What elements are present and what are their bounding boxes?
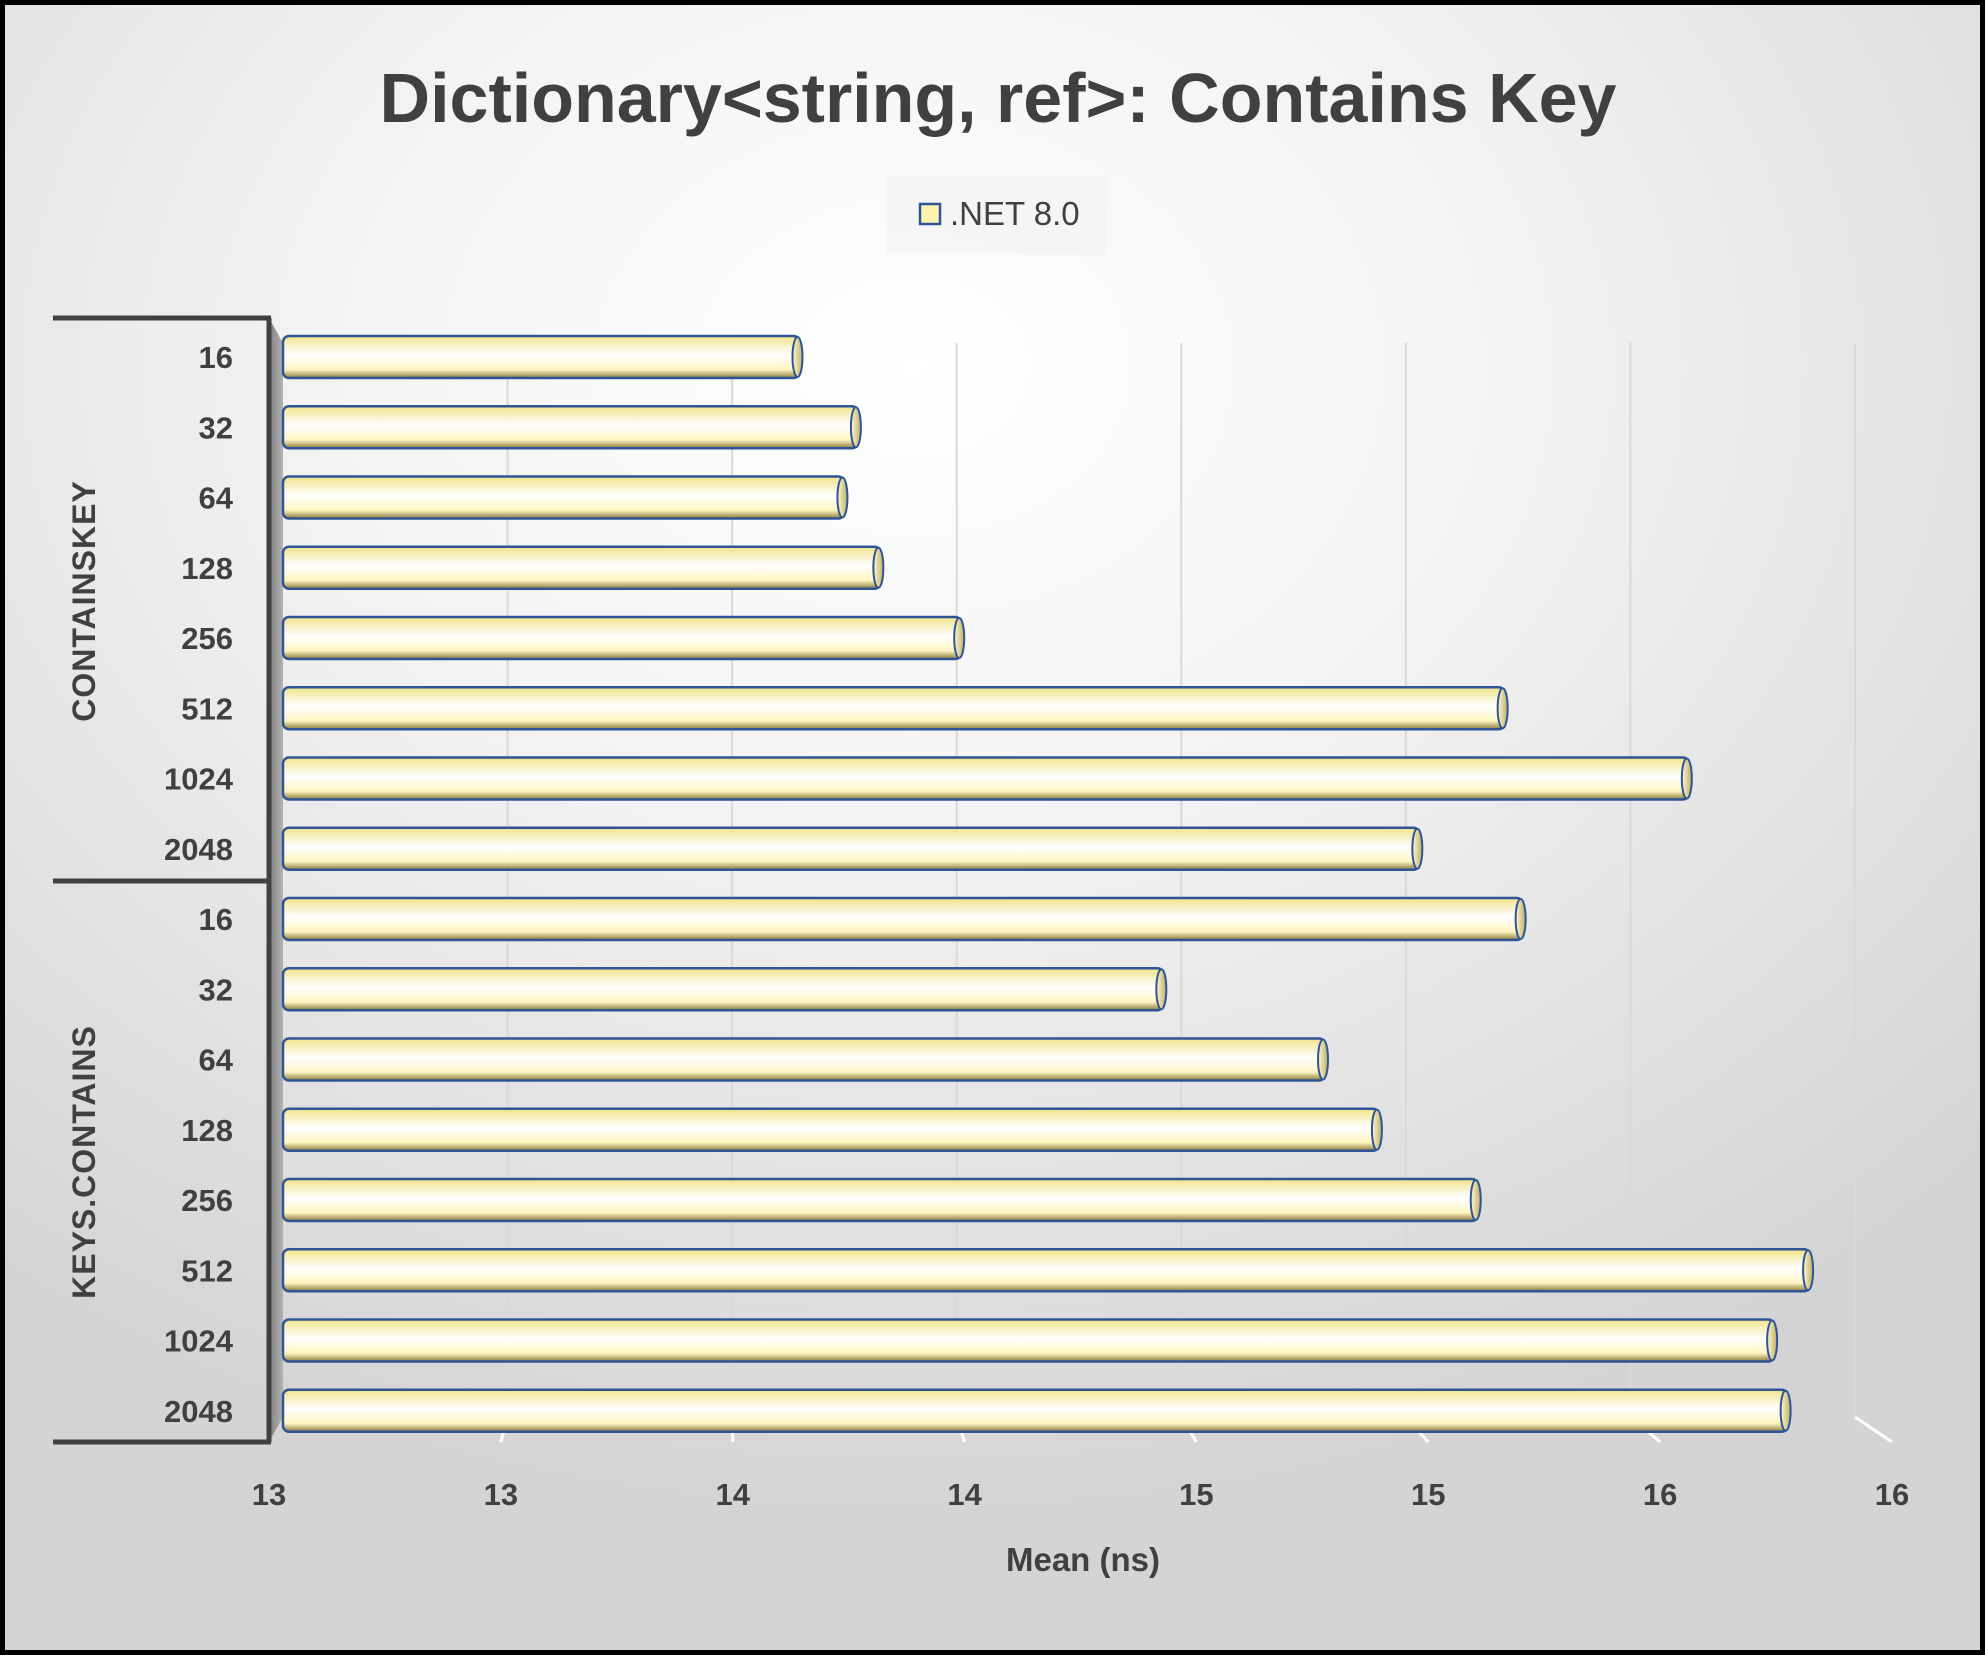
bar [281, 896, 1524, 942]
bar [281, 545, 882, 590]
bar [281, 967, 1165, 1012]
bar [281, 334, 801, 380]
x-tick-label: 13 [484, 1477, 518, 1512]
category-label: 32 [199, 972, 233, 1007]
category-label: 512 [181, 1253, 233, 1288]
category-label: 1024 [164, 762, 234, 797]
category-axis: 16 32 64 128 256 512 1024 2048 16 32 64 128 256 512 10… [53, 315, 272, 1445]
category-label: 64 [199, 481, 234, 516]
legend: .NET 8.0 [887, 175, 1107, 255]
category-label: 16 [199, 902, 233, 937]
bar [281, 1037, 1327, 1082]
x-tick-label: 15 [1179, 1477, 1213, 1512]
bar [281, 756, 1691, 801]
bar [281, 1318, 1776, 1363]
x-tick-label: 14 [715, 1477, 750, 1512]
bar [281, 615, 963, 661]
bar-end-cap [1155, 968, 1168, 1011]
bar-end-cap [1779, 1389, 1792, 1432]
legend-label: .NET 8.0 [950, 195, 1080, 232]
category-label: 512 [181, 691, 233, 726]
bar-end-cap [1680, 757, 1693, 800]
bar-end-cap [836, 476, 849, 519]
bar [281, 826, 1421, 871]
category-label: 1024 [164, 1324, 234, 1359]
bar-end-cap [1496, 687, 1509, 730]
category-label: 128 [181, 551, 233, 586]
group-label-keys-contains: KEYS.CONTAINS [66, 1025, 102, 1299]
category-label: 16 [199, 340, 233, 375]
plot-side-wall [269, 318, 283, 1442]
category-label: 128 [181, 1113, 233, 1148]
x-tick-label: 14 [947, 1477, 982, 1512]
bar [281, 1177, 1479, 1223]
bar-end-cap [1802, 1249, 1815, 1292]
bar-end-cap [1469, 1179, 1482, 1221]
category-label: 256 [181, 1183, 233, 1218]
bar-end-cap [872, 546, 885, 589]
category-label: 2048 [164, 1394, 233, 1429]
bar-end-cap [1370, 1108, 1383, 1151]
x-tick-label: 16 [1643, 1477, 1677, 1512]
category-labels: 16 32 64 128 256 512 1024 2048 16 32 64 128 256 512 10… [164, 340, 234, 1429]
bar [281, 475, 846, 520]
category-label: 32 [199, 410, 233, 445]
bar-end-cap [1514, 898, 1527, 940]
bar-end-cap [849, 406, 862, 449]
x-tick-labels: 13 13 14 14 15 15 16 16 [252, 1477, 1909, 1512]
legend-swatch [918, 202, 942, 226]
category-label: 2048 [164, 832, 233, 867]
x-axis: 13 13 14 14 15 15 16 16 Mean (ns) [252, 1477, 1909, 1578]
chart-svg: Dictionary<string, ref>: Contains Key .N… [53, 59, 1909, 1578]
floor-gridline [1854, 1415, 1893, 1444]
bar [281, 686, 1506, 731]
bar [281, 1248, 1812, 1293]
bars [281, 334, 1815, 1433]
group-label-containskey: CONTAINSKEY [66, 480, 102, 722]
x-tick-label: 15 [1411, 1477, 1445, 1512]
x-axis-title: Mean (ns) [1006, 1541, 1160, 1578]
bar [281, 405, 860, 450]
category-label: 256 [181, 621, 233, 656]
bar-end-cap [953, 617, 966, 659]
bar-end-cap [791, 336, 804, 378]
chart-title: Dictionary<string, ref>: Contains Key [380, 59, 1617, 137]
bar-end-cap [1766, 1319, 1779, 1362]
bar-end-cap [1317, 1038, 1330, 1081]
x-tick-label: 16 [1875, 1477, 1909, 1512]
bar [281, 1388, 1789, 1433]
bar [281, 1107, 1381, 1152]
category-label: 64 [199, 1043, 234, 1078]
x-tick-label: 13 [252, 1477, 286, 1512]
bar-end-cap [1411, 827, 1424, 870]
